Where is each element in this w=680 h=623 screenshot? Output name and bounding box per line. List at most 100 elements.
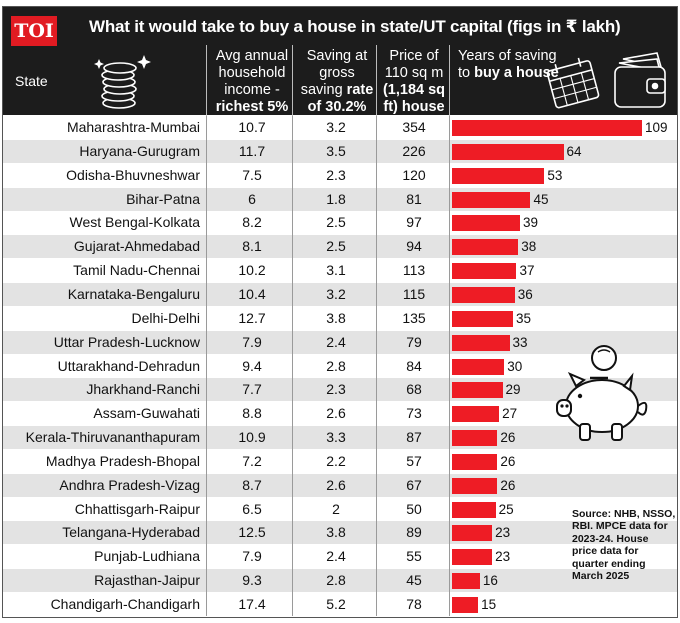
years-bar (452, 573, 480, 590)
col-header-state: State (15, 73, 48, 89)
col-header-price: Price of 110 sq m (1,184 sq ft) house (382, 48, 446, 115)
price-cell: 135 (402, 309, 426, 326)
years-bar (452, 215, 520, 232)
years-bar-label: 53 (547, 167, 563, 183)
wallet-icon (614, 52, 666, 108)
state-cell: Maharashtra-Mumbai (66, 119, 200, 135)
saving-cell: 3.5 (326, 142, 346, 159)
table-row: Chandigarh-Chandigarh 17.4 5.2 78 15 (3, 593, 677, 616)
years-bar-label: 64 (566, 143, 582, 159)
price-cell: 113 (402, 262, 426, 279)
years-bar-label: 109 (645, 120, 668, 135)
state-cell: Madhya Pradesh-Bhopal (45, 452, 200, 469)
saving-cell: 3.8 (326, 309, 346, 326)
income-cell: 7.9 (242, 548, 262, 565)
saving-cell: 2.8 (326, 572, 346, 589)
years-bar-label: 30 (507, 358, 523, 374)
years-bar (452, 406, 500, 423)
table-row: Punjab-Ludhiana 7.9 2.4 55 23 (3, 545, 677, 568)
col-header-saving: Saving at gross saving rate of 30.2% (300, 48, 374, 115)
table-row: Jharkhand-Ranchi 7.7 2.3 68 29 (3, 378, 677, 402)
saving-cell: 2.4 (326, 548, 346, 565)
table-row: Maharashtra-Mumbai 10.7 3.2 354 109 (3, 116, 677, 139)
income-cell: 12.5 (238, 524, 266, 541)
state-cell: Uttarakhand-Dehradun (57, 357, 200, 374)
table-row: Chhattisgarh-Raipur 6.5 2 50 25 (3, 498, 677, 521)
state-cell: Rajasthan-Jaipur (94, 572, 200, 589)
years-bar-label: 45 (533, 191, 549, 207)
state-cell: Kerala-Thiruvananthapuram (25, 429, 200, 446)
state-cell: Uttar Pradesh-Lucknow (53, 333, 200, 350)
years-bar (452, 525, 493, 542)
chart-frame (2, 6, 678, 618)
years-bar (452, 143, 564, 160)
saving-cell: 1.8 (326, 190, 346, 207)
income-cell: 8.7 (242, 476, 262, 493)
years-bar-label: 16 (482, 573, 498, 589)
state-cell: Odisha-Bhuvneshwar (66, 166, 200, 183)
income-cell: 7.9 (242, 333, 262, 350)
price-cell: 67 (406, 476, 422, 493)
table-row: Madhya Pradesh-Bhopal 7.2 2.2 57 26 (3, 450, 677, 473)
state-cell: Haryana-Gurugram (79, 142, 200, 159)
table-row: Andhra Pradesh-Vizag 8.7 2.6 67 26 (3, 473, 677, 497)
price-cell: 89 (406, 524, 422, 541)
years-bar (452, 334, 510, 351)
income-cell: 8.2 (242, 214, 262, 231)
saving-cell: 3.1 (326, 262, 346, 279)
saving-cell: 2.2 (326, 452, 346, 469)
table-row: Rajasthan-Jaipur 9.3 2.8 45 16 (3, 569, 677, 593)
saving-cell: 2.3 (326, 166, 346, 183)
table-row: Tamil Nadu-Chennai 10.2 3.1 113 37 (3, 259, 677, 282)
saving-cell: 2.8 (326, 357, 346, 374)
chart-title: What it would take to buy a house in sta… (89, 17, 621, 36)
saving-cell: 3.3 (326, 429, 346, 446)
income-cell: 10.2 (238, 262, 266, 279)
years-bar (452, 597, 479, 613)
price-cell: 87 (406, 429, 422, 446)
piggy-bank-icon (556, 345, 648, 441)
income-cell: 9.4 (242, 357, 262, 374)
price-cell: 97 (406, 214, 422, 231)
years-bar-label: 37 (519, 263, 535, 279)
years-bar-label: 33 (512, 334, 528, 350)
years-bar-label: 27 (502, 406, 518, 422)
state-cell: Punjab-Ludhiana (94, 548, 200, 565)
state-cell: West Bengal-Kolkata (69, 214, 200, 231)
price-cell: 55 (406, 548, 422, 565)
state-cell: Assam-Guwahati (93, 405, 200, 422)
years-bar (452, 263, 517, 280)
price-cell: 78 (406, 596, 422, 612)
chart-header: TOI What it would take to buy a house in… (3, 7, 677, 122)
years-bar-label: 35 (516, 310, 532, 326)
state-cell: Delhi-Delhi (131, 309, 200, 326)
saving-cell: 2 (332, 500, 340, 517)
price-cell: 73 (406, 405, 422, 422)
saving-cell: 2.3 (326, 381, 346, 398)
table-row: Uttar Pradesh-Lucknow 7.9 2.4 79 33 (3, 330, 677, 354)
years-bar-label: 36 (517, 286, 533, 302)
saving-cell: 2.6 (326, 405, 346, 422)
state-cell: Telangana-Hyderabad (62, 524, 200, 541)
saving-cell: 2.4 (326, 333, 346, 350)
price-cell: 226 (402, 142, 426, 159)
table-row: Telangana-Hyderabad 12.5 3.8 89 23 (3, 521, 677, 545)
col-header-income: Avg annual household income - richest 5% (215, 48, 289, 115)
state-cell: Karnataka-Bengaluru (67, 285, 200, 302)
price-cell: 115 (402, 285, 426, 302)
price-cell: 45 (406, 572, 422, 589)
years-bar-label: 23 (495, 549, 511, 565)
price-cell: 84 (406, 357, 422, 374)
table-row: West Bengal-Kolkata 8.2 2.5 97 39 (3, 211, 677, 234)
state-cell: Jharkhand-Ranchi (86, 381, 200, 398)
state-cell: Bihar-Patna (126, 190, 200, 207)
saving-cell: 2.6 (326, 476, 346, 493)
income-cell: 10.7 (238, 119, 266, 135)
table-row: Gujarat-Ahmedabad 8.1 2.5 94 38 (3, 235, 677, 259)
years-bar (452, 501, 496, 518)
years-bar (452, 453, 498, 470)
table-row: Delhi-Delhi 12.7 3.8 135 35 (3, 307, 677, 330)
state-cell: Tamil Nadu-Chennai (73, 262, 200, 279)
saving-cell: 2.5 (326, 238, 346, 255)
income-cell: 11.7 (238, 142, 266, 159)
